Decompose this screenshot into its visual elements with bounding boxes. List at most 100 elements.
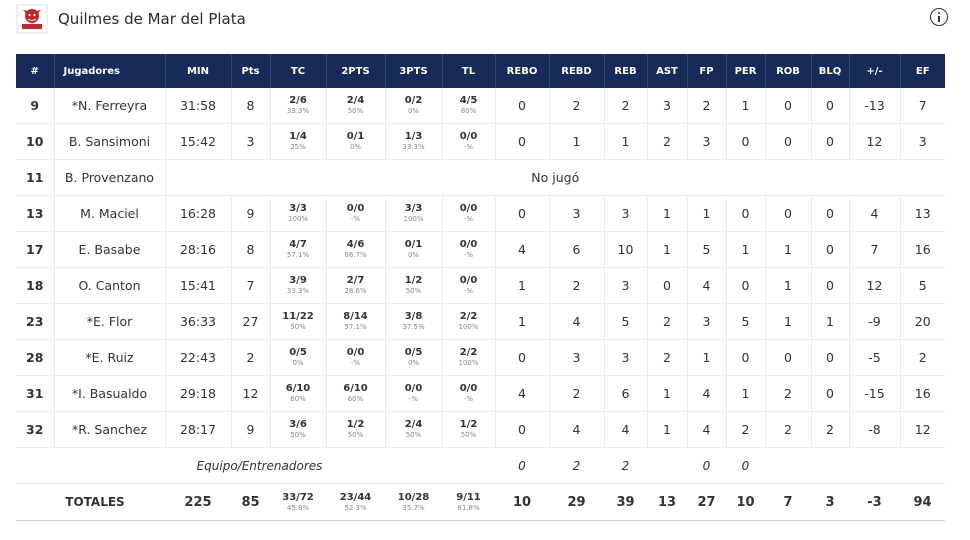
col-header-reb[interactable]: REB xyxy=(604,54,648,88)
stat-blq: 1 xyxy=(811,303,850,340)
stat-2pts: 6/10 60% xyxy=(326,375,386,412)
player-name[interactable]: *E. Ruiz xyxy=(54,339,166,376)
shot-made-attempted: 0/0 xyxy=(459,131,478,142)
shot-percentage: 100% xyxy=(403,215,424,223)
stat-tl: 0/0 -% xyxy=(442,267,496,304)
shot-made-attempted: 3/6 xyxy=(289,419,307,430)
stat-ef: 20 xyxy=(900,303,945,340)
stat-fp: 3 xyxy=(687,123,727,160)
stat-per: 0 xyxy=(726,339,766,376)
stat-plus-minus: -9 xyxy=(849,303,901,340)
shot-percentage: 80% xyxy=(460,107,477,115)
col-header-2pts[interactable]: 2PTS xyxy=(326,54,386,88)
player-number: 11 xyxy=(16,159,55,196)
player-number: 17 xyxy=(16,231,55,268)
stat-ast: 1 xyxy=(647,195,688,232)
shot-percentage: 100% xyxy=(458,359,479,367)
stat-rebo: 4 xyxy=(495,231,550,268)
player-number: 18 xyxy=(16,267,55,304)
stat-rebo: 1 xyxy=(495,267,550,304)
shot-percentage: -% xyxy=(463,395,474,403)
col-header-3pts[interactable]: 3PTS xyxy=(385,54,443,88)
col-header-per[interactable]: PER xyxy=(726,54,766,88)
stat-ef: 94 xyxy=(900,483,945,521)
stat-ef: 2 xyxy=(900,339,945,376)
player-name[interactable]: M. Maciel xyxy=(54,195,166,232)
shot-made-attempted: 0/5 xyxy=(289,347,307,358)
stat-rob: 2 xyxy=(765,411,812,448)
player-name[interactable]: *I. Basualdo xyxy=(54,375,166,412)
shot-percentage: 50% xyxy=(347,431,364,439)
col-header-num[interactable]: # xyxy=(16,54,55,88)
col-header-players[interactable]: Jugadores xyxy=(54,54,166,88)
shot-made-attempted: 1/3 xyxy=(404,131,423,142)
stat-2pts: 2/4 50% xyxy=(326,88,386,124)
col-header-blq[interactable]: BLQ xyxy=(811,54,850,88)
shot-percentage: 0% xyxy=(292,359,304,367)
info-icon[interactable] xyxy=(930,8,948,26)
totals-label: TOTALES xyxy=(16,483,165,521)
stat-blq: 0 xyxy=(811,267,850,304)
stat-fp: 0 xyxy=(702,458,711,473)
stat-rob: 0 xyxy=(765,339,812,376)
col-header-rebo[interactable]: REBO xyxy=(495,54,550,88)
shot-made-attempted: 0/2 xyxy=(404,95,423,106)
col-header-fp[interactable]: FP xyxy=(687,54,727,88)
shot-percentage: 100% xyxy=(458,323,479,331)
stat-rebo: 0 xyxy=(495,195,550,232)
shot-made-attempted: 0/1 xyxy=(404,239,423,250)
shot-made-attempted: 0/0 xyxy=(346,203,365,214)
shot-percentage: 35.7% xyxy=(402,503,425,512)
stat-rebd: 4 xyxy=(549,411,605,448)
stat-rebo: 10 xyxy=(495,483,549,521)
stat-rebd: 2 xyxy=(549,88,605,124)
player-name[interactable]: *R. Sanchez xyxy=(54,411,166,448)
shot-percentage: -% xyxy=(408,395,419,403)
col-header-pts[interactable]: Pts xyxy=(231,54,271,88)
stat-ast: 0 xyxy=(647,267,688,304)
col-header-tl[interactable]: TL xyxy=(442,54,496,88)
player-name[interactable]: E. Basabe xyxy=(54,231,166,268)
stat-tl: 9/11 81.8% xyxy=(442,483,495,521)
col-header-ef[interactable]: EF xyxy=(900,54,945,88)
shot-made-attempted: 0/1 xyxy=(346,131,365,142)
stat-tl: 2/2 100% xyxy=(442,339,496,376)
stat-rob: 7 xyxy=(765,483,811,521)
stat-2pts: 0/0 -% xyxy=(326,195,386,232)
col-header-plus-minus[interactable]: +/- xyxy=(849,54,901,88)
stat-rob: 0 xyxy=(765,123,812,160)
col-header-ast[interactable]: AST xyxy=(647,54,688,88)
col-header-rob[interactable]: ROB xyxy=(765,54,812,88)
shot-percentage: 57.1% xyxy=(344,323,367,331)
shot-made-attempted: 3/3 xyxy=(404,203,423,214)
player-name[interactable]: *E. Flor xyxy=(54,303,166,340)
stat-2pts: 0/1 0% xyxy=(326,123,386,160)
stat-per: 1 xyxy=(726,231,766,268)
shot-made-attempted: 11/22 xyxy=(282,311,314,322)
shot-percentage: 37.5% xyxy=(402,323,425,331)
stat-rebd: 2 xyxy=(572,458,581,473)
shot-made-attempted: 9/11 xyxy=(456,491,481,503)
col-header-min[interactable]: MIN xyxy=(165,54,232,88)
player-name[interactable]: O. Canton xyxy=(54,267,166,304)
stat-tc: 4/7 57.1% xyxy=(270,231,327,268)
col-header-tc[interactable]: TC xyxy=(270,54,327,88)
player-row: 18 O. Canton 15:41 7 3/9 33.3% 2/7 28.6% 1… xyxy=(16,267,945,304)
header-row: # Jugadores MIN Pts TC 2PTS 3PTS TL REBO… xyxy=(16,54,945,88)
shot-percentage: -% xyxy=(463,215,474,223)
shot-percentage: 33.3% xyxy=(286,107,310,115)
stat-blq: 0 xyxy=(811,123,850,160)
stat-fp: 4 xyxy=(687,411,727,448)
shot-percentage: 50% xyxy=(290,431,306,439)
shot-made-attempted: 23/44 xyxy=(339,491,372,503)
player-name[interactable]: B. Provenzano xyxy=(54,159,166,196)
player-name[interactable]: B. Sansimoni xyxy=(54,123,166,160)
shot-percentage: -% xyxy=(463,287,474,295)
stat-rebo: 0 xyxy=(518,458,526,473)
player-name[interactable]: *N. Ferreyra xyxy=(54,88,166,124)
stat-2pts: 4/6 66.7% xyxy=(326,231,386,268)
shot-percentage: 52.3% xyxy=(344,503,367,512)
shot-percentage: 50% xyxy=(290,323,306,331)
stat-rob: 0 xyxy=(765,195,812,232)
col-header-rebd[interactable]: REBD xyxy=(549,54,605,88)
